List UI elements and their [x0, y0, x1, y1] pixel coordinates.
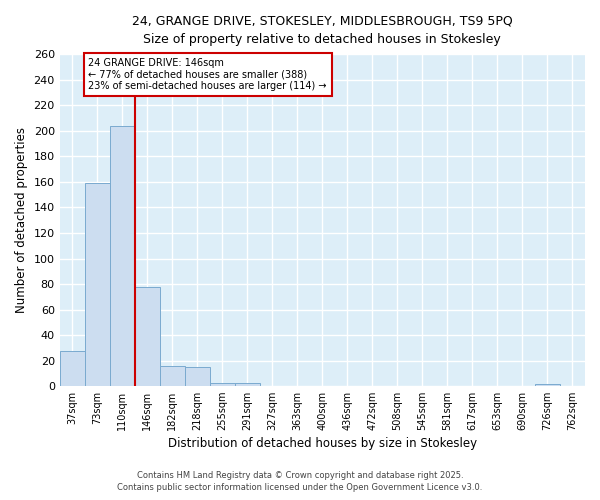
Bar — [535, 384, 560, 386]
Y-axis label: Number of detached properties: Number of detached properties — [15, 127, 28, 313]
Bar — [185, 367, 210, 386]
Bar — [85, 183, 110, 386]
Text: 24 GRANGE DRIVE: 146sqm
← 77% of detached houses are smaller (388)
23% of semi-d: 24 GRANGE DRIVE: 146sqm ← 77% of detache… — [88, 58, 327, 91]
X-axis label: Distribution of detached houses by size in Stokesley: Distribution of detached houses by size … — [168, 437, 477, 450]
Text: Contains HM Land Registry data © Crown copyright and database right 2025.
Contai: Contains HM Land Registry data © Crown c… — [118, 471, 482, 492]
Bar — [59, 350, 85, 386]
Title: 24, GRANGE DRIVE, STOKESLEY, MIDDLESBROUGH, TS9 5PQ
Size of property relative to: 24, GRANGE DRIVE, STOKESLEY, MIDDLESBROU… — [132, 15, 513, 46]
Bar — [160, 366, 185, 386]
Bar — [135, 286, 160, 386]
Bar — [210, 382, 235, 386]
Bar — [110, 126, 135, 386]
Bar — [235, 382, 260, 386]
